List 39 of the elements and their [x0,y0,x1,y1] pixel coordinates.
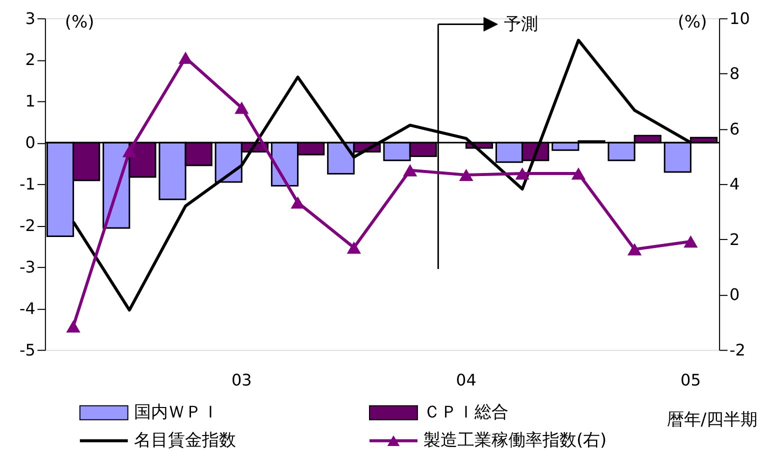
y-tick-label: -1 [20,174,36,194]
legend-label: 製造工業稼働率指数(右) [423,430,607,451]
y2-tick-label: 10 [730,8,750,28]
point [290,196,305,209]
y2-tick-label: 0 [730,285,740,304]
y-tick-label: -5 [20,340,36,360]
y-tick-label: 0 [25,133,36,152]
annotation: 予測 [504,14,538,34]
x-tick-label: 04 [456,370,476,390]
y2-tick-label: 2 [730,230,740,249]
y2-tick-label: 4 [730,174,740,194]
y-tick-label: -3 [20,257,36,276]
point [628,243,642,256]
point [122,145,136,158]
point [684,235,698,248]
point [346,241,361,254]
point [178,52,193,64]
legend-label: 国内ＷＰＩ [134,402,219,423]
y2-tick-label: -2 [730,340,746,360]
y-axis-title: (%) [64,12,94,32]
legend-label: 名目賃金指数 [134,430,236,451]
point [66,320,80,332]
x-tick-label: 05 [680,370,701,390]
point [571,167,586,180]
y-tick-label: 1 [25,92,36,111]
point [234,102,249,114]
legend-label: ＣＰＩ総合 [423,402,508,423]
y-tick-label: -2 [20,216,36,235]
y-tick-label: 3 [25,8,36,28]
y-tick-label: 2 [25,50,36,70]
point [515,167,530,180]
x-tick-label: 03 [232,370,252,390]
y2-tick-label: 6 [730,119,740,138]
y-tick-label: -4 [20,298,36,318]
point [459,168,474,182]
point [403,164,418,176]
y2-tick-label: 8 [730,64,740,84]
x-axis-title: 暦年/四半期 [666,410,758,430]
y2-axis-title: (%) [678,12,708,32]
